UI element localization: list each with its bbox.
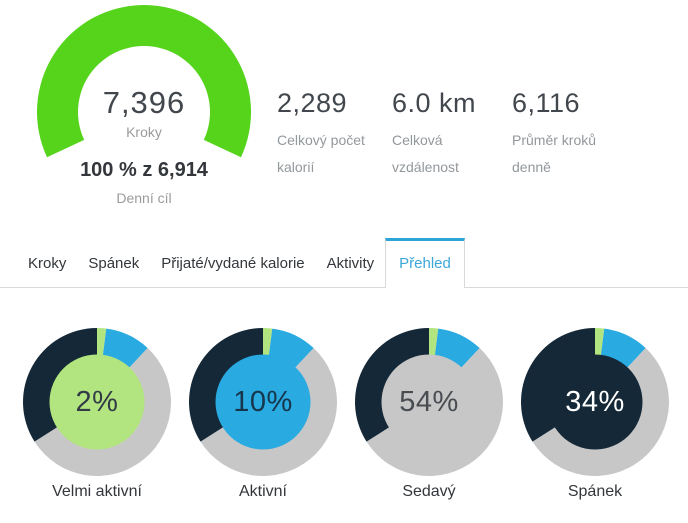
stat-label: Celková vzdálenost <box>392 132 459 175</box>
goal-percent-text: 100 % z 6,914 <box>80 159 208 181</box>
slice-velmi-aktivni <box>595 328 605 356</box>
stat-total-calories: 2,289 Celkový počet kalorií <box>277 88 392 181</box>
stat-total-distance: 6.0 km Celková vzdálenost <box>392 88 512 181</box>
donut-percent-velmi-aktivni: 2% <box>75 385 119 418</box>
goal-progress-arc <box>36 4 252 158</box>
tabs-bottom-border <box>0 287 688 288</box>
steps-goal-gauge: 7,396 Kroky 100 % z 6,914 Denní cíl <box>0 0 290 230</box>
slice-sedavy <box>366 348 503 476</box>
summary-stats: 2,289 Celkový počet kalorií 6.0 km Celko… <box>277 88 662 181</box>
donut-fig-spanek: 34% Spánek <box>512 328 678 501</box>
donut-percent-sedavy: 54% <box>399 385 459 418</box>
donut-percent-aktivni: 10% <box>233 385 293 418</box>
donut-center-disc <box>49 354 145 450</box>
donut-chart-aktivni: 10% <box>189 328 337 476</box>
slice-sedavy <box>200 348 337 476</box>
donut-chart-sedavy: 54% <box>355 328 503 476</box>
stat-value: 2,289 <box>277 88 348 118</box>
tab-prijate-vydane-kalorie[interactable]: Přijaté/vydané kalorie <box>161 255 305 272</box>
stat-value: 6.0 km <box>392 88 477 118</box>
donut-svg-aktivni <box>189 328 337 476</box>
goal-label: Denní cíl <box>116 190 172 206</box>
slice-velmi-aktivni <box>429 328 439 356</box>
slice-sedavy <box>532 348 669 476</box>
donut-center-disc <box>547 354 643 450</box>
slice-velmi-aktivni <box>263 328 273 356</box>
steps-value: 7,396 <box>102 85 186 120</box>
donut-svg-velmi-aktivni <box>23 328 171 476</box>
tab-kroky[interactable]: Kroky <box>28 255 67 272</box>
donut-chart-spanek: 34% <box>521 328 669 476</box>
donut-fig-sedavy: 54% Sedavý <box>346 328 512 501</box>
slice-velmi-aktivni <box>97 328 107 356</box>
goal-gauge-arc <box>36 4 252 158</box>
steps-label: Kroky <box>126 124 162 140</box>
donut-label-aktivni: Aktivní <box>238 483 287 500</box>
donut-fig-velmi-aktivni: 2% Velmi aktivní <box>14 328 180 501</box>
stat-value: 6,116 <box>512 88 581 118</box>
donut-svg-spanek <box>521 328 669 476</box>
donut-label-sedavy: Sedavý <box>402 483 456 500</box>
donut-percent-spanek: 34% <box>565 385 625 418</box>
tab-spanek[interactable]: Spánek <box>88 255 140 272</box>
stat-label: Celkový počet kalorií <box>277 132 365 175</box>
donut-center-disc <box>215 354 311 450</box>
slice-spanek <box>355 328 429 442</box>
slice-spanek <box>521 328 595 442</box>
donut-svg-sedavy <box>355 328 503 476</box>
slice-spanek <box>189 328 263 442</box>
tab-aktivity[interactable]: Aktivity <box>326 255 375 272</box>
donut-chart-velmi-aktivni: 2% <box>23 328 171 476</box>
donut-label-spanek: Spánek <box>567 483 623 500</box>
tab-prehled[interactable]: Přehled <box>385 238 465 288</box>
stat-label: Průměr kroků denně <box>512 132 597 175</box>
stat-average-steps: 6,116 Průměr kroků denně <box>512 88 662 181</box>
donut-label-velmi-aktivni: Velmi aktivní <box>52 483 142 500</box>
activity-donut-charts: 2% Velmi aktivní 10% Aktivní 54% Sedavý 34% Spá… <box>14 328 678 501</box>
slice-sedavy <box>34 348 171 476</box>
tab-bar: Kroky Spánek Přijaté/vydané kalorie Aktivit… <box>0 238 465 288</box>
donut-center-disc <box>381 354 477 450</box>
donut-fig-aktivni: 10% Aktivní <box>180 328 346 501</box>
slice-spanek <box>23 328 97 442</box>
